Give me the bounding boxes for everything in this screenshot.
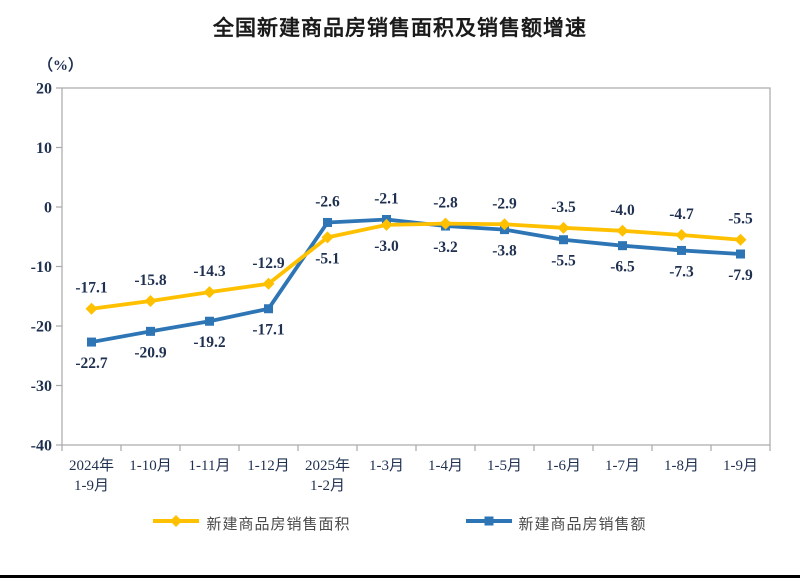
svg-text:-2.9: -2.9 xyxy=(492,195,517,212)
svg-text:-4.7: -4.7 xyxy=(669,206,694,223)
svg-text:1-3月: 1-3月 xyxy=(369,458,404,474)
svg-text:1-4月: 1-4月 xyxy=(428,458,463,474)
svg-text:-30: -30 xyxy=(31,378,52,395)
svg-text:-20: -20 xyxy=(31,319,52,336)
legend: 新建商品房销售面积 新建商品房销售额 xyxy=(0,513,800,534)
svg-text:-5.5: -5.5 xyxy=(728,211,753,228)
line-chart-plot: 20 10 0 -10 -20 -30 -40 2024年 1-9月 1-10月 1-11月 1-12… xyxy=(31,81,771,494)
svg-text:-5.1: -5.1 xyxy=(315,250,340,267)
svg-text:1-7月: 1-7月 xyxy=(605,458,640,474)
svg-text:-40: -40 xyxy=(31,438,52,455)
svg-text:1-9月: 1-9月 xyxy=(74,478,109,494)
svg-text:2025年: 2025年 xyxy=(305,457,350,474)
svg-text:-4.0: -4.0 xyxy=(610,202,635,219)
svg-text:1-6月: 1-6月 xyxy=(546,458,581,474)
svg-text:-2.1: -2.1 xyxy=(374,190,399,207)
svg-text:-17.1: -17.1 xyxy=(75,280,107,297)
svg-text:1-12月: 1-12月 xyxy=(247,458,290,474)
svg-text:-2.6: -2.6 xyxy=(315,193,340,210)
svg-text:1-10月: 1-10月 xyxy=(129,458,172,474)
legend-item-sales-area: 新建商品房销售面积 xyxy=(153,513,350,534)
svg-text:-3.8: -3.8 xyxy=(492,243,517,260)
svg-text:-20.9: -20.9 xyxy=(134,344,167,361)
bottom-border-bar xyxy=(0,575,800,578)
svg-text:2024年: 2024年 xyxy=(69,457,114,474)
svg-text:-14.3: -14.3 xyxy=(193,263,226,280)
svg-text:1-2月: 1-2月 xyxy=(310,478,345,494)
legend-item-sales-amount: 新建商品房销售额 xyxy=(465,513,647,534)
svg-text:-3.2: -3.2 xyxy=(433,239,458,256)
svg-text:-10: -10 xyxy=(31,259,52,276)
svg-text:-19.2: -19.2 xyxy=(193,334,226,351)
legend-label-sales-area: 新建商品房销售面积 xyxy=(206,517,351,533)
svg-text:1-8月: 1-8月 xyxy=(664,458,699,474)
svg-text:-7.9: -7.9 xyxy=(728,267,753,284)
svg-text:-5.5: -5.5 xyxy=(551,253,576,270)
y-axis-unit-label: （%） xyxy=(38,58,84,74)
svg-text:-6.5: -6.5 xyxy=(610,259,635,276)
svg-text:-2.8: -2.8 xyxy=(433,195,458,212)
svg-text:-3.5: -3.5 xyxy=(551,199,576,216)
svg-text:1-5月: 1-5月 xyxy=(487,458,522,474)
svg-text:1-9月: 1-9月 xyxy=(723,458,758,474)
svg-text:-17.1: -17.1 xyxy=(252,322,284,339)
legend-marker-square-icon xyxy=(465,514,512,533)
svg-text:20: 20 xyxy=(36,81,52,98)
svg-text:-12.9: -12.9 xyxy=(252,255,285,272)
svg-text:-15.8: -15.8 xyxy=(134,272,167,289)
chart-title: 全国新建商品房销售面积及销售额增速 xyxy=(213,16,587,40)
legend-marker-diamond-icon xyxy=(153,514,200,533)
svg-text:0: 0 xyxy=(44,200,52,217)
svg-text:-22.7: -22.7 xyxy=(75,355,108,372)
svg-text:1-11月: 1-11月 xyxy=(189,458,231,474)
svg-text:-7.3: -7.3 xyxy=(669,263,694,280)
svg-text:-3.0: -3.0 xyxy=(374,238,399,255)
svg-text:10: 10 xyxy=(36,140,52,157)
legend-label-sales-amount: 新建商品房销售额 xyxy=(518,517,647,533)
